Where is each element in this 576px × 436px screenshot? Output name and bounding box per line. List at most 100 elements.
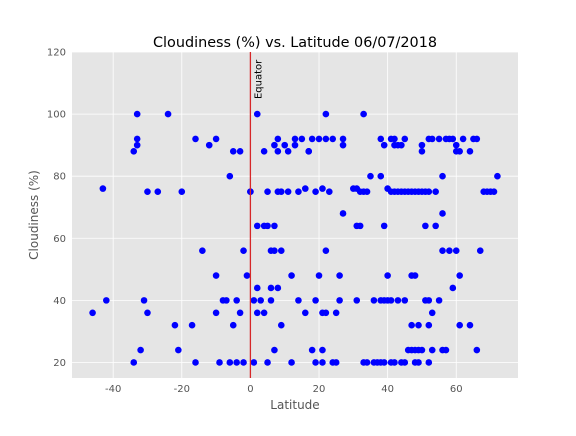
data-point — [133, 141, 141, 149]
data-point — [226, 172, 234, 180]
data-point — [188, 321, 196, 329]
data-point — [164, 110, 172, 118]
data-point — [260, 309, 268, 317]
data-point — [425, 359, 433, 366]
data-point — [380, 141, 388, 149]
data-point — [253, 284, 261, 292]
data-point — [319, 185, 326, 192]
data-point — [322, 247, 330, 255]
data-point — [137, 346, 144, 354]
data-point — [89, 309, 96, 317]
data-point — [408, 321, 415, 329]
plot-area — [72, 52, 518, 378]
data-point — [329, 135, 337, 143]
data-point — [212, 135, 220, 143]
y-tick-label: 80 — [53, 172, 66, 183]
data-point — [305, 148, 313, 155]
data-point — [356, 222, 364, 230]
data-point — [301, 185, 309, 192]
data-point — [312, 297, 319, 304]
data-point — [264, 359, 271, 366]
data-point — [370, 297, 378, 304]
x-tick-label: 60 — [450, 384, 463, 395]
data-point — [339, 141, 347, 149]
data-point — [250, 297, 258, 304]
data-point — [452, 247, 460, 255]
data-point — [271, 247, 278, 255]
data-point — [253, 222, 261, 230]
data-point — [229, 321, 237, 329]
data-point — [466, 321, 474, 329]
data-point — [253, 309, 261, 317]
y-tick-labels: 20 40 60 80 100 120 — [47, 48, 66, 369]
x-tick-label: -40 — [105, 384, 121, 395]
y-tick-label: 60 — [53, 234, 66, 245]
data-point — [377, 172, 385, 180]
data-point — [295, 188, 302, 196]
data-point — [353, 297, 361, 304]
data-point — [308, 135, 316, 143]
data-point — [315, 135, 323, 143]
data-point — [384, 272, 391, 279]
data-point — [435, 135, 443, 143]
data-point — [456, 148, 463, 155]
data-point — [130, 148, 138, 155]
data-point — [428, 135, 436, 143]
chart-title: Cloudiness (%) vs. Latitude 06/07/2018 — [153, 35, 437, 51]
data-point — [315, 272, 323, 279]
data-point — [236, 148, 244, 155]
data-point — [425, 321, 433, 329]
data-point — [398, 141, 405, 149]
data-point — [439, 172, 446, 180]
data-point — [360, 110, 367, 118]
data-point — [428, 346, 436, 354]
data-point — [226, 359, 234, 366]
y-tick-label: 100 — [47, 110, 66, 121]
data-point — [439, 210, 446, 217]
data-point — [260, 148, 268, 155]
data-point — [233, 297, 240, 304]
data-point — [466, 148, 474, 155]
data-point — [456, 321, 463, 329]
data-point — [233, 359, 240, 366]
data-point — [322, 135, 330, 143]
data-point — [130, 359, 138, 366]
data-point — [271, 222, 278, 230]
data-point — [387, 297, 395, 304]
data-point — [363, 359, 371, 366]
data-point — [401, 297, 409, 304]
data-point — [473, 346, 481, 354]
data-point — [339, 210, 347, 217]
y-tick-label: 40 — [53, 296, 66, 307]
data-point — [212, 272, 220, 279]
data-point — [312, 359, 319, 366]
data-point — [133, 110, 141, 118]
data-point — [178, 188, 186, 196]
data-point — [459, 135, 467, 143]
data-point — [415, 359, 422, 366]
data-point — [332, 359, 340, 366]
data-point — [281, 141, 289, 149]
data-point — [456, 272, 463, 279]
data-point — [425, 297, 433, 304]
data-point — [250, 359, 258, 366]
data-point — [380, 222, 388, 230]
data-point — [271, 141, 278, 149]
data-point — [449, 135, 457, 143]
data-point — [284, 148, 292, 155]
data-point — [442, 346, 450, 354]
data-point — [439, 247, 446, 255]
data-point — [277, 247, 285, 255]
data-point — [236, 309, 244, 317]
data-point — [274, 148, 282, 155]
data-point — [103, 297, 110, 304]
data-point — [377, 135, 385, 143]
data-point — [363, 188, 371, 196]
data-point — [428, 309, 436, 317]
data-point — [133, 135, 141, 143]
data-point — [435, 297, 443, 304]
data-point — [192, 135, 199, 143]
data-point — [494, 172, 501, 180]
